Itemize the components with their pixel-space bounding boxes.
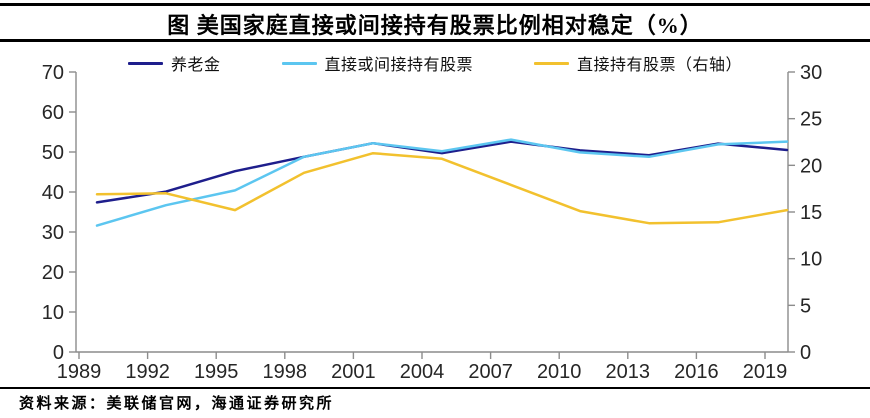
y-axis-left-tick-label: 40 [42, 182, 64, 204]
y-axis-left-tick-label: 0 [53, 342, 64, 364]
x-axis-tick-label: 1998 [263, 361, 308, 383]
legend-line-swatch-direct-right-axis [534, 61, 570, 65]
legend-item-direct-or-indirect: 直接或间接持有股票 [281, 51, 474, 75]
x-axis-tick-label: 2001 [331, 361, 376, 383]
y-axis-left-tick-label: 60 [42, 102, 64, 124]
series-line-2 [95, 151, 789, 225]
source-text: 资料来源：美联储官网，海通证券研究所 [19, 396, 335, 412]
y-axis-right-tick-label: 30 [800, 62, 822, 84]
x-axis-tick-label: 2007 [468, 361, 513, 383]
x-axis-tick-label: 1995 [194, 361, 239, 383]
x-axis-tick-label: 1989 [57, 361, 102, 383]
y-axis-right-tick-label: 15 [800, 202, 822, 224]
legend-label-direct-right-axis: 直接持有股票（右轴） [577, 57, 743, 74]
chart-title: 图 美国家庭直接或间接持有股票比例相对稳定（%） [167, 13, 703, 38]
x-axis-tick-label: 2010 [537, 361, 582, 383]
legend-label-direct-or-indirect: 直接或间接持有股票 [324, 57, 474, 74]
y-axis-right-tick-label: 0 [800, 342, 811, 364]
series-line-0 [95, 140, 789, 204]
y-axis-left-tick-label: 20 [42, 262, 64, 284]
y-axis-right-tick-label: 25 [800, 109, 822, 131]
legend-label-pension: 养老金 [171, 57, 221, 74]
x-axis-tick-label: 2013 [606, 361, 651, 383]
x-axis-tick-label: 2019 [743, 361, 788, 383]
series-line-1 [95, 138, 789, 227]
x-axis-tick-label: 1992 [125, 361, 170, 383]
y-axis-left-tick-label: 50 [42, 142, 64, 164]
y-axis-right-tick-label: 20 [800, 155, 822, 177]
source-divider-rule [0, 387, 870, 389]
title-divider-rule [0, 39, 870, 42]
y-axis-right-tick-label: 10 [800, 249, 822, 271]
x-axis-tick-label: 2016 [674, 361, 719, 383]
y-axis-left-tick-label: 30 [42, 222, 64, 244]
legend-line-swatch-pension [128, 61, 163, 65]
y-axis-left-tick-label: 10 [42, 302, 64, 324]
x-axis-tick-label: 2004 [400, 361, 445, 383]
legend-item-direct-right-axis: 直接持有股票（右轴） [534, 51, 742, 75]
y-axis-left-tick-label: 70 [42, 62, 64, 84]
top-border-rule [0, 3, 870, 6]
legend: 养老金 直接或间接持有股票 直接持有股票（右轴） [128, 52, 742, 74]
y-axis-right-tick-label: 5 [800, 295, 811, 317]
legend-line-swatch-direct-or-indirect [281, 61, 317, 65]
legend-item-pension: 养老金 [128, 51, 221, 75]
